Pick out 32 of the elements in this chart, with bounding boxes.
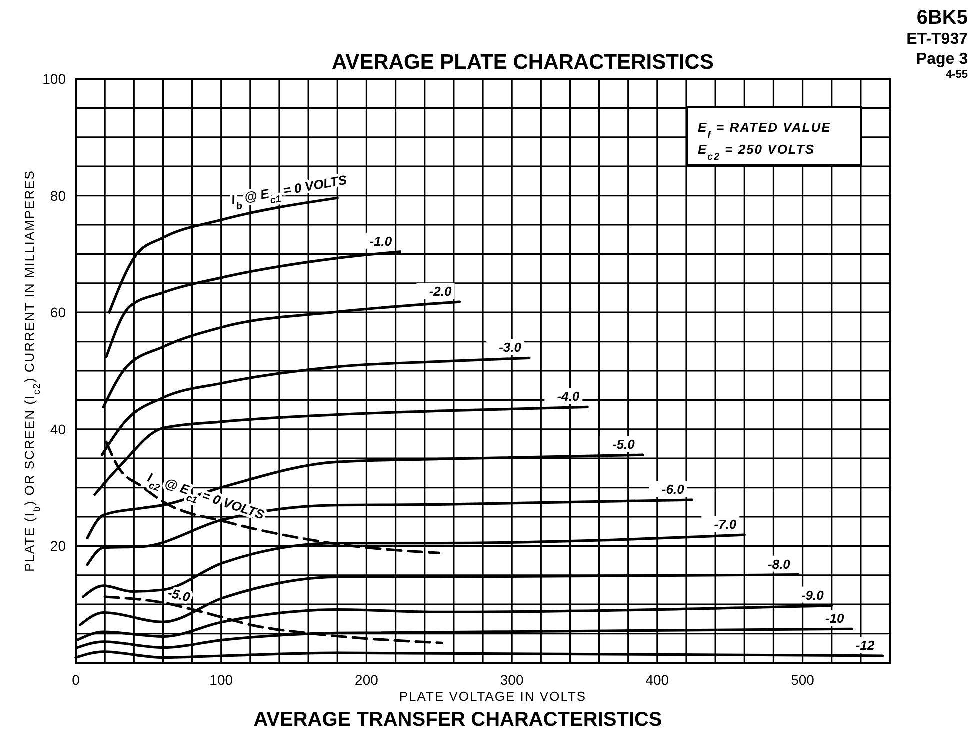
series-label: -2.0 (429, 284, 453, 300)
text: 6BK5 (916, 7, 968, 29)
x-tick-label: 300 (500, 672, 524, 688)
series-label: -10 (825, 611, 845, 626)
series-label: -8.0 (768, 556, 792, 572)
chart-title: AVERAGE PLATE CHARACTERISTICS (332, 51, 714, 74)
series-label: -5.0 (612, 437, 636, 452)
y-tick-label: 80 (50, 188, 66, 204)
x-tick-label: 400 (646, 672, 670, 688)
annotation: E$_{c2}$ = 250 VOLTS (698, 142, 816, 162)
x-tick-label: 500 (791, 672, 815, 688)
series-label: -6.0 (662, 482, 686, 498)
x-tick-label: 0 (72, 672, 80, 688)
series-label: -3.0 (499, 340, 522, 356)
text: 4-55 (946, 69, 968, 81)
annotation: E$_{f}$ = RATED VALUE (698, 120, 832, 140)
y-tick-label: 20 (50, 538, 66, 554)
series-label: -9.0 (801, 588, 825, 603)
x-tick-label: 100 (210, 672, 234, 688)
text: Page 3 (916, 51, 968, 68)
y-tick-label: 60 (50, 304, 66, 321)
y-tick-label: 40 (50, 421, 66, 438)
text: ET-T937 (906, 31, 968, 48)
text: -5.0 (166, 585, 193, 606)
text: AVERAGE TRANSFER CHARACTERISTICS (254, 709, 662, 731)
series-label: -4.0 (557, 389, 580, 404)
series-label: -12 (856, 638, 876, 653)
x-axis-title: PLATE VOLTAGE IN VOLTS (399, 689, 587, 704)
series-label: -1.0 (370, 234, 393, 249)
y-tick-label: 100 (42, 71, 66, 87)
x-tick-label: 200 (355, 672, 379, 688)
series-label: -7.0 (714, 517, 738, 532)
